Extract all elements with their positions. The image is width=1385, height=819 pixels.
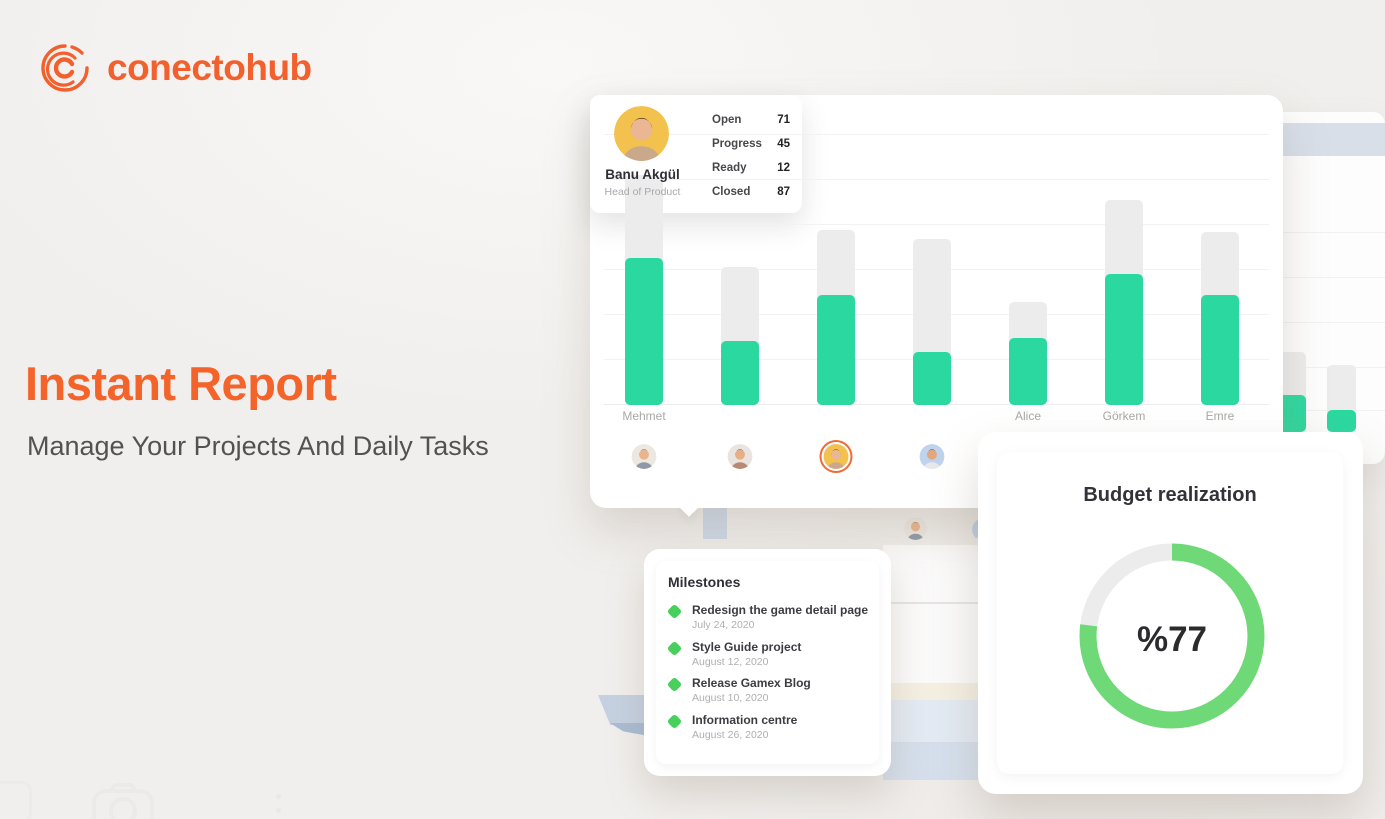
- camera-icon: [92, 783, 154, 819]
- kebab-menu-icon: [276, 785, 281, 819]
- milestone-diamond-icon: [666, 713, 683, 729]
- stat-label: Ready: [712, 162, 747, 174]
- stat-row: Open 71: [712, 108, 790, 132]
- x-axis-label: Alice: [1014, 409, 1042, 423]
- avatar-member-4[interactable]: [919, 444, 945, 469]
- budget-realization-card: Budget realization %77: [978, 432, 1363, 794]
- milestone-diamond-icon: [666, 640, 683, 656]
- milestone-title: Information centre: [692, 712, 798, 727]
- bar-completed[interactable]: [913, 352, 951, 405]
- avatar-mehmet[interactable]: [631, 444, 657, 469]
- background-avatar: [904, 517, 927, 540]
- bar-completed[interactable]: [625, 258, 663, 405]
- milestone-diamond-icon: [666, 676, 683, 693]
- x-axis-label: Mehmet: [622, 409, 666, 423]
- milestone-date: July 24, 2020: [692, 619, 755, 631]
- stat-label: Progress: [712, 138, 762, 150]
- bar-completed[interactable]: [1009, 338, 1047, 405]
- stat-label: Closed: [712, 186, 751, 198]
- logo-text: conectohub: [107, 47, 312, 88]
- team-tasks-chart-card: Mehmet Alice Görkem Emre: [590, 95, 1283, 508]
- milestone-date: August 10, 2020: [692, 692, 769, 704]
- background-bar-fill: [1327, 410, 1356, 432]
- stat-label: Open: [712, 114, 742, 126]
- bar-completed[interactable]: [817, 295, 855, 405]
- milestone-item[interactable]: Redesign the game detail page July 24, 2…: [666, 603, 869, 631]
- stat-value: 45: [777, 138, 790, 150]
- budget-percent-label: %77: [1136, 620, 1208, 659]
- tooltip-avatar: [614, 106, 669, 161]
- budget-donut-chart: %77: [1070, 534, 1274, 738]
- stat-value: 87: [777, 186, 790, 198]
- member-name: Banu Akgül: [605, 167, 680, 182]
- member-stats-tooltip: Banu Akgül Head of Product Open 71 Progre…: [590, 95, 802, 213]
- stat-value: 71: [777, 114, 790, 126]
- stat-row: Ready 12: [712, 156, 790, 180]
- milestone-date: August 12, 2020: [692, 655, 769, 668]
- page-title: Instant Report: [25, 357, 337, 410]
- bar-completed[interactable]: [1105, 274, 1143, 405]
- avatar-member-2[interactable]: [727, 444, 753, 469]
- member-role: Head of Product: [604, 186, 681, 198]
- stat-value: 12: [777, 162, 790, 174]
- milestone-title: Style Guide project: [692, 639, 802, 654]
- stat-row: Closed 87: [712, 180, 790, 204]
- milestone-item[interactable]: Information centre August 26, 2020: [666, 712, 868, 741]
- avatar-banu[interactable]: [823, 444, 849, 469]
- bar-completed[interactable]: [1201, 295, 1239, 405]
- milestone-item[interactable]: Style Guide project August 12, 2020: [666, 639, 868, 668]
- bar-completed[interactable]: [721, 341, 759, 405]
- x-axis-label: Emre: [1205, 409, 1235, 423]
- milestone-title: Redesign the game detail page: [692, 603, 869, 617]
- milestones-card: Milestones Redesign the game detail page…: [644, 549, 891, 776]
- milestone-item[interactable]: Release Gamex Blog August 10, 2020: [666, 676, 868, 704]
- watermark-rounded-square: [0, 781, 32, 819]
- milestone-diamond-icon: [666, 603, 683, 620]
- background-column-fragment: [703, 507, 727, 539]
- budget-title: Budget realization: [1083, 484, 1257, 506]
- logo-icon: [41, 44, 89, 92]
- milestones-title: Milestones: [668, 574, 741, 590]
- x-axis-label: Görkem: [1102, 409, 1146, 423]
- stat-row: Progress 45: [712, 132, 790, 156]
- milestone-title: Release Gamex Blog: [692, 676, 811, 690]
- logo: conectohub: [33, 36, 312, 100]
- member-stats-list: Open 71 Progress 45 Ready 12 Closed 87: [712, 108, 790, 204]
- page-subtitle: Manage Your Projects And Daily Tasks: [27, 431, 489, 461]
- milestone-date: August 26, 2020: [692, 728, 769, 741]
